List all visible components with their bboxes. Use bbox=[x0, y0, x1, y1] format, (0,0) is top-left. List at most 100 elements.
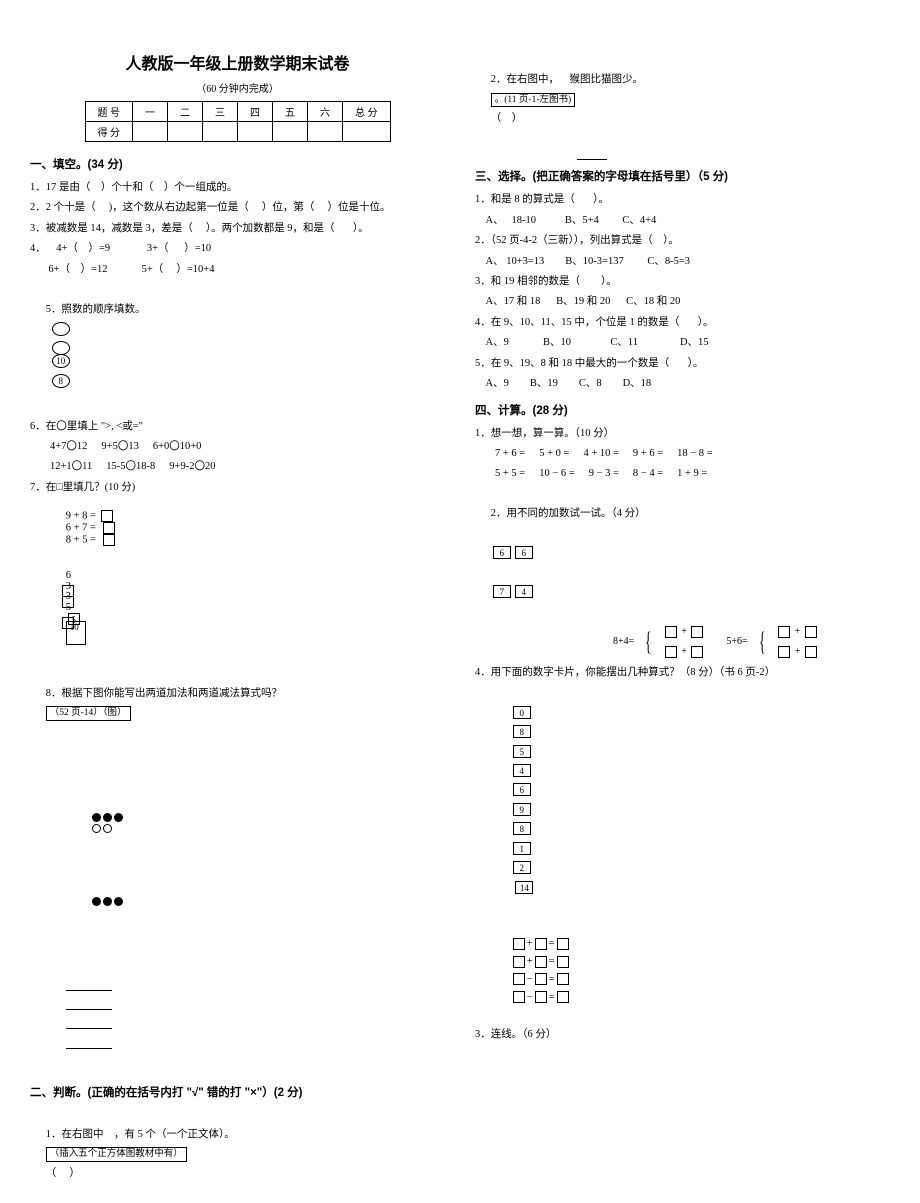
card: 2 bbox=[513, 861, 531, 874]
blank-line bbox=[66, 1018, 112, 1029]
box-ans: 7 bbox=[493, 585, 511, 598]
q1-8-fig bbox=[30, 743, 445, 1076]
box bbox=[535, 956, 547, 968]
box bbox=[101, 510, 113, 522]
q3-1: 1．和是 8 的算式是（ ）。 bbox=[475, 190, 890, 209]
section-2-heading: 二、判断。(正确的在括号内打 "√" 错的打 "×"）(2 分) bbox=[30, 1084, 445, 1100]
blank-line bbox=[66, 999, 112, 1010]
q1-2: 2．2 个十是（ )，这个数从右边起第一位是（ ）位，第（ ）位是十位。 bbox=[30, 198, 445, 217]
section-3-heading: 三、选择。(把正确答案的字母填在括号里）（5 分) bbox=[475, 168, 890, 184]
q1-5-text: 5．照数的顺序填数。 bbox=[46, 304, 146, 315]
q3-1-opts: A、 18-10 B、5+4 C、4+4 bbox=[475, 211, 890, 230]
n: 3 bbox=[66, 581, 71, 592]
dot-filled-icon bbox=[114, 897, 123, 906]
box bbox=[665, 646, 677, 658]
box-ans: 4 bbox=[515, 585, 533, 598]
expr: 9+5〇13 bbox=[101, 437, 138, 457]
expr: 8 − 4 = bbox=[633, 464, 663, 484]
score-cell: 题 号 bbox=[85, 102, 133, 122]
q3-3: 3．和 19 相邻的数是（ ）。 bbox=[475, 272, 890, 291]
q4-4-eqs: += += −= −= bbox=[475, 917, 890, 1024]
score-cell: 总 分 bbox=[343, 102, 391, 122]
card: 14 bbox=[515, 881, 533, 894]
blank-line bbox=[66, 1038, 112, 1049]
card: 8 bbox=[513, 822, 531, 835]
box bbox=[778, 646, 790, 658]
box bbox=[513, 938, 525, 950]
q1-7-row1: 9 + 8 = 6 + 7 = 8 + 5 = bbox=[30, 499, 445, 558]
bubble: 10 bbox=[52, 354, 70, 368]
dot-filled-icon bbox=[103, 813, 112, 822]
score-cell: 得 分 bbox=[85, 122, 133, 142]
score-cell bbox=[343, 122, 391, 142]
q3-4: 4．在 9、10、11、15 中，个位是 1 的数是（ ）。 bbox=[475, 313, 890, 332]
expr: 10 − 6 = bbox=[539, 464, 574, 484]
right-column: 2．在右图中， 猴图比猫图少。 。(11 页-1-左图书) （ ） 三、选择。(… bbox=[475, 50, 890, 630]
bubble: 8 bbox=[52, 374, 70, 388]
q2-2: 2．在右图中， 猴图比猫图少。 。(11 页-1-左图书) （ ） bbox=[475, 51, 890, 148]
box bbox=[513, 956, 525, 968]
n: 10 bbox=[70, 623, 79, 632]
expr: 9 − 3 = bbox=[589, 464, 619, 484]
box bbox=[691, 646, 703, 658]
score-cell: 一 bbox=[133, 102, 168, 122]
q2-1-text: 1．在右图中 ，有 5 个（一个正文体）。 bbox=[46, 1129, 235, 1140]
q3-5-opts: A、9 B、19 C、8 D、18 bbox=[475, 374, 890, 393]
dot-row bbox=[66, 888, 125, 918]
score-cell: 三 bbox=[203, 102, 238, 122]
q1-7-row2: 6 3 3 5 5 10 bbox=[30, 559, 445, 647]
q4-1-row1: 7 + 6 = 5 + 0 = 4 + 10 = 9 + 6 = 18 − 8 … bbox=[475, 444, 890, 464]
q1-8-text: 8．根据下图你能写出两道加法和两道减法算式吗？ bbox=[46, 688, 282, 699]
box bbox=[513, 973, 525, 985]
expr: 7 + 6 = bbox=[495, 444, 525, 464]
q3-3-opts: A、17 和 18 B、19 和 20 C、18 和 20 bbox=[475, 292, 890, 311]
q2-2-text: 2．在右图中， 猴图比猫图少。 bbox=[491, 74, 643, 85]
dot-empty-icon bbox=[103, 824, 112, 833]
card: 1 bbox=[513, 842, 531, 855]
ref-box: （52 页-14）（图） bbox=[46, 706, 131, 720]
q4-4: 4．用下面的数字卡片，你能摆出几种算式？（8 分）（书 6 页-2） bbox=[475, 663, 890, 682]
box bbox=[557, 956, 569, 968]
q1-3: 3．被减数是 14，减数是 3，差是（ ）。两个加数都是 9，和是（ ）。 bbox=[30, 219, 445, 238]
section-4-heading: 四、计算。(28 分) bbox=[475, 402, 890, 418]
blank-line bbox=[66, 980, 112, 991]
expr: 8 + 5 = bbox=[66, 535, 99, 546]
score-cell bbox=[273, 122, 308, 142]
box bbox=[103, 522, 115, 534]
box bbox=[778, 626, 790, 638]
dot-filled-icon bbox=[103, 897, 112, 906]
expr: 9+9-2〇20 bbox=[169, 457, 215, 477]
score-table: 题 号 一 二 三 四 五 六 总 分 得 分 bbox=[85, 101, 391, 142]
q1-8: 8．根据下图你能写出两道加法和两道减法算式吗？ （52 页-14）（图） bbox=[30, 664, 445, 742]
box bbox=[665, 626, 677, 638]
box bbox=[557, 991, 569, 1003]
box bbox=[691, 626, 703, 638]
q4-2-text: 2．用不同的加数试一试。（4 分） bbox=[491, 508, 646, 519]
box-ans: 6 bbox=[493, 546, 511, 559]
lhs: 8+4= bbox=[613, 632, 634, 652]
section-1-heading: 一、填空。(34 分) bbox=[30, 156, 445, 172]
dot-filled-icon bbox=[92, 897, 101, 906]
expr: 9 + 6 = bbox=[633, 444, 663, 464]
score-cell: 二 bbox=[168, 102, 203, 122]
expr: 15-5〇18-8 bbox=[106, 457, 155, 477]
box bbox=[535, 973, 547, 985]
q4-1: 1．想一想，算一算。（10 分） bbox=[475, 424, 890, 443]
exam-subtitle: （60 分钟内完成） bbox=[30, 80, 445, 95]
bubble bbox=[52, 341, 70, 355]
exam-title: 人教版一年级上册数学期末试卷 bbox=[30, 50, 445, 74]
box bbox=[535, 938, 547, 950]
expr: 4 + 10 = bbox=[583, 444, 618, 464]
expr: 9 + 8 = bbox=[66, 511, 96, 522]
score-cell bbox=[238, 122, 273, 142]
q1-6-row2: 12+1〇11 15-5〇18-8 9+9-2〇20 bbox=[30, 457, 445, 477]
q4-4-cards: 0 8 5 4 6 9 8 1 2 14 bbox=[475, 683, 890, 916]
expr: 5 + 5 = bbox=[495, 464, 525, 484]
box bbox=[557, 938, 569, 950]
q1-4b: 6+（ ）=12 5+（ ）=10+4 bbox=[30, 260, 445, 279]
q3-2: 2．（52 页-4-2（三新）），列出算式是（ ）。 bbox=[475, 231, 890, 250]
box bbox=[805, 646, 817, 658]
box bbox=[513, 991, 525, 1003]
ref-box: 。(11 页-1-左图书) bbox=[491, 93, 575, 107]
brace-icon: { bbox=[759, 635, 765, 649]
